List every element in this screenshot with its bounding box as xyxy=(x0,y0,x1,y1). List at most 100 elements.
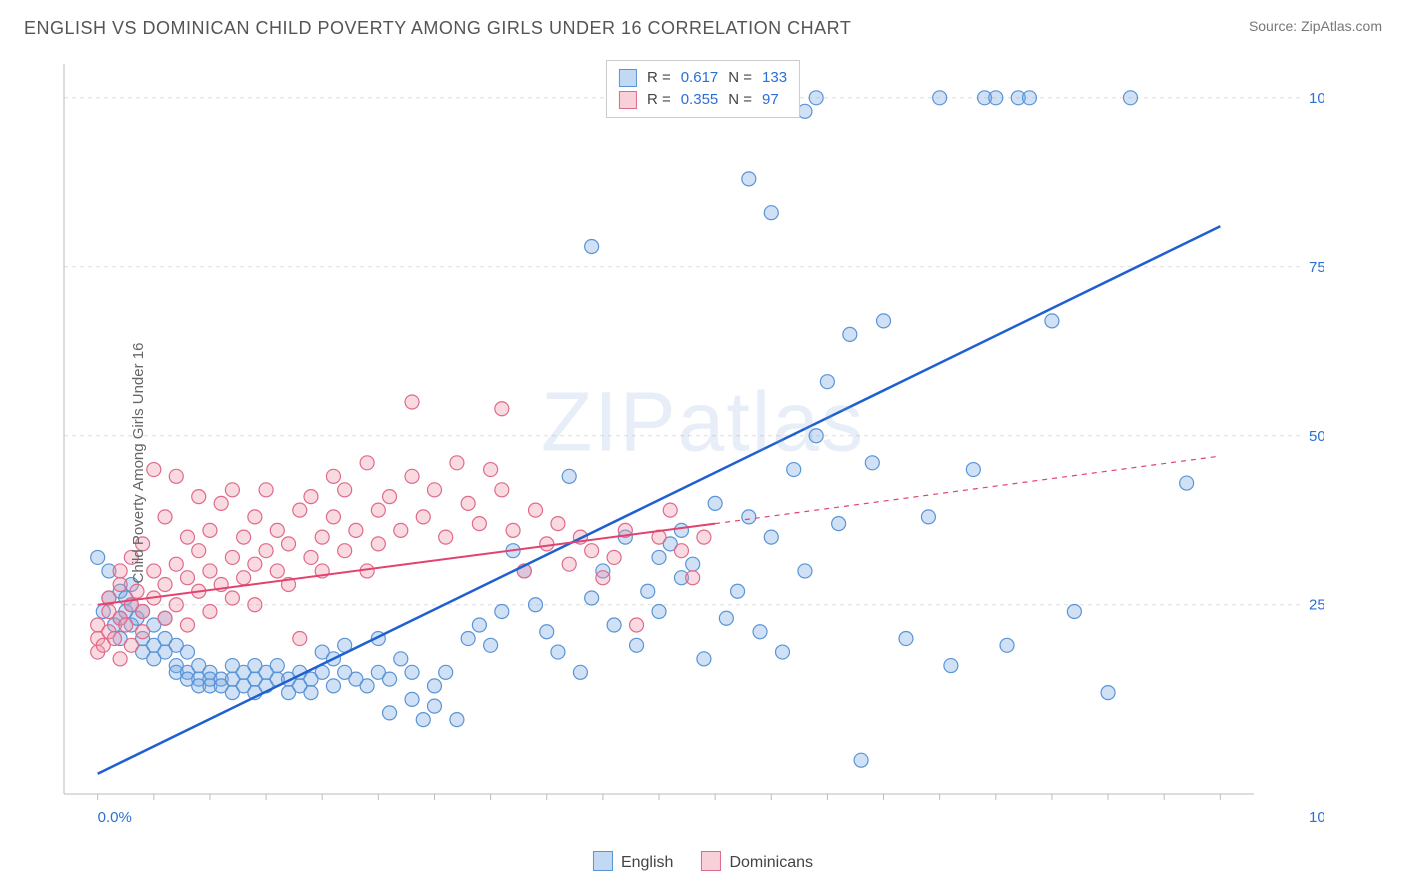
scatter-point xyxy=(304,490,318,504)
scatter-chart: 25.0%50.0%75.0%100.0%0.0%100.0% xyxy=(24,54,1324,844)
scatter-point xyxy=(877,314,891,328)
legend-label: Dominicans xyxy=(729,854,813,871)
scatter-point xyxy=(237,571,251,585)
source-prefix: Source: xyxy=(1249,18,1301,34)
scatter-point xyxy=(130,584,144,598)
scatter-point xyxy=(108,632,122,646)
scatter-point xyxy=(1022,91,1036,105)
scatter-point xyxy=(697,530,711,544)
scatter-point xyxy=(147,463,161,477)
scatter-point xyxy=(529,503,543,517)
scatter-point xyxy=(674,544,688,558)
scatter-point xyxy=(820,375,834,389)
scatter-point xyxy=(248,510,262,524)
scatter-point xyxy=(405,665,419,679)
legend-item: English xyxy=(593,851,673,872)
scatter-point xyxy=(1045,314,1059,328)
scatter-point xyxy=(416,713,430,727)
trend-line xyxy=(98,226,1221,774)
scatter-point xyxy=(427,483,441,497)
legend-label: English xyxy=(621,854,673,871)
scatter-point xyxy=(764,206,778,220)
scatter-point xyxy=(169,469,183,483)
scatter-point xyxy=(495,483,509,497)
scatter-point xyxy=(551,645,565,659)
scatter-point xyxy=(630,618,644,632)
scatter-point xyxy=(383,672,397,686)
scatter-point xyxy=(371,503,385,517)
r-value: 0.355 xyxy=(681,89,719,111)
scatter-point xyxy=(630,638,644,652)
scatter-point xyxy=(607,618,621,632)
scatter-point xyxy=(180,618,194,632)
scatter-point xyxy=(989,91,1003,105)
scatter-point xyxy=(585,240,599,254)
scatter-point xyxy=(416,510,430,524)
scatter-point xyxy=(326,510,340,524)
scatter-point xyxy=(461,496,475,510)
scatter-point xyxy=(158,577,172,591)
scatter-point xyxy=(495,402,509,416)
scatter-point xyxy=(742,510,756,524)
chart-title: ENGLISH VS DOMINICAN CHILD POVERTY AMONG… xyxy=(24,18,851,39)
scatter-point xyxy=(607,550,621,564)
scatter-point xyxy=(562,469,576,483)
scatter-point xyxy=(697,652,711,666)
scatter-point xyxy=(338,544,352,558)
scatter-point xyxy=(540,537,554,551)
svg-text:50.0%: 50.0% xyxy=(1309,428,1324,445)
scatter-point xyxy=(472,517,486,531)
scatter-point xyxy=(843,327,857,341)
scatter-point xyxy=(136,605,150,619)
scatter-point xyxy=(439,530,453,544)
source-link[interactable]: ZipAtlas.com xyxy=(1301,18,1382,34)
scatter-point xyxy=(113,564,127,578)
scatter-point xyxy=(854,753,868,767)
correlation-legend: R = 0.617 N = 133R = 0.355 N = 97 xyxy=(606,60,800,118)
scatter-point xyxy=(472,618,486,632)
scatter-point xyxy=(585,591,599,605)
scatter-point xyxy=(798,564,812,578)
scatter-point xyxy=(113,577,127,591)
scatter-point xyxy=(180,645,194,659)
scatter-point xyxy=(180,571,194,585)
scatter-point xyxy=(248,598,262,612)
scatter-point xyxy=(641,584,655,598)
scatter-point xyxy=(585,544,599,558)
scatter-point xyxy=(899,632,913,646)
legend-swatch xyxy=(619,91,637,109)
scatter-point xyxy=(180,530,194,544)
scatter-point xyxy=(225,550,239,564)
svg-text:25.0%: 25.0% xyxy=(1309,597,1324,614)
scatter-point xyxy=(933,91,947,105)
scatter-point xyxy=(203,564,217,578)
scatter-point xyxy=(405,395,419,409)
scatter-point xyxy=(742,172,756,186)
source-credit: Source: ZipAtlas.com xyxy=(1249,18,1382,34)
scatter-point xyxy=(809,429,823,443)
legend-item: Dominicans xyxy=(701,851,813,872)
scatter-point xyxy=(764,530,778,544)
scatter-point xyxy=(787,463,801,477)
scatter-point xyxy=(349,523,363,537)
scatter-point xyxy=(652,605,666,619)
scatter-point xyxy=(1180,476,1194,490)
scatter-point xyxy=(551,517,565,531)
r-label: R = xyxy=(647,89,671,111)
scatter-point xyxy=(663,503,677,517)
y-axis-label: Child Poverty Among Girls Under 16 xyxy=(130,343,147,584)
scatter-point xyxy=(944,659,958,673)
scatter-point xyxy=(1124,91,1138,105)
scatter-point xyxy=(529,598,543,612)
scatter-point xyxy=(338,483,352,497)
scatter-point xyxy=(731,584,745,598)
svg-text:100.0%: 100.0% xyxy=(1309,809,1324,826)
scatter-point xyxy=(775,645,789,659)
series-legend: English Dominicans xyxy=(593,851,813,872)
scatter-point xyxy=(203,523,217,537)
scatter-point xyxy=(686,557,700,571)
scatter-point xyxy=(674,523,688,537)
legend-row: R = 0.617 N = 133 xyxy=(619,67,787,89)
scatter-point xyxy=(809,91,823,105)
scatter-point xyxy=(169,557,183,571)
